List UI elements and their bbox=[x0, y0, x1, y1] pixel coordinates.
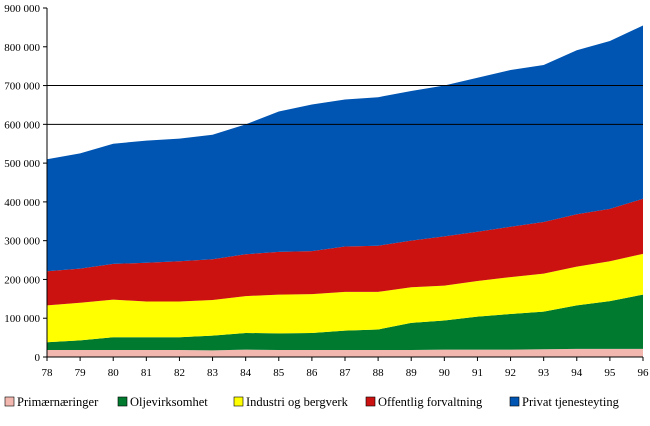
x-tick-label: 84 bbox=[240, 367, 252, 379]
x-tick-label: 93 bbox=[538, 367, 550, 379]
area-industri-og-bergverk bbox=[47, 253, 643, 343]
y-tick-label: 400 000 bbox=[4, 197, 40, 209]
legend: Primærnæringer Oljevirksomhet Industri og … bbox=[4, 395, 620, 409]
y-tick-label: 0 bbox=[35, 352, 41, 364]
legend-label: Industri og bergverk bbox=[246, 395, 349, 409]
x-tick-label: 87 bbox=[340, 367, 352, 379]
legend-label: Offentlig forvaltning bbox=[378, 395, 483, 409]
x-tick-label: 78 bbox=[42, 367, 54, 379]
area-offentlig-forvaltning bbox=[47, 198, 643, 306]
gridlines bbox=[47, 85, 643, 125]
y-tick-label: 700 000 bbox=[4, 81, 40, 93]
x-tick-label: 79 bbox=[75, 367, 87, 379]
y-tick-label: 800 000 bbox=[4, 42, 40, 54]
legend-swatch bbox=[117, 396, 128, 407]
area-oljevirksomhet bbox=[47, 294, 643, 351]
y-tick-label: 600 000 bbox=[4, 119, 40, 131]
legend-swatch bbox=[365, 396, 376, 407]
series-areas bbox=[47, 25, 643, 357]
y-axis-ticks: 0 100 000 200 000 300 000 400 000 500 000 600 … bbox=[4, 3, 47, 364]
legend-swatch bbox=[233, 396, 244, 407]
x-axis-ticks: 78 79 80 81 82 83 84 85 86 87 88 89 90 91 92 93 94 95 96 bbox=[42, 357, 650, 379]
x-tick-label: 86 bbox=[306, 367, 318, 379]
x-tick-label: 95 bbox=[604, 367, 616, 379]
x-tick-label: 96 bbox=[638, 367, 650, 379]
x-tick-label: 94 bbox=[571, 367, 583, 379]
legend-label: Primærnæringer bbox=[17, 395, 99, 409]
x-tick-label: 89 bbox=[406, 367, 418, 379]
x-tick-label: 83 bbox=[207, 367, 219, 379]
y-tick-label: 900 000 bbox=[4, 3, 40, 15]
y-tick-label: 500 000 bbox=[4, 158, 40, 170]
y-tick-label: 100 000 bbox=[4, 313, 40, 325]
legend-swatch bbox=[4, 396, 15, 407]
x-tick-label: 88 bbox=[373, 367, 385, 379]
x-tick-label: 80 bbox=[108, 367, 120, 379]
y-tick-label: 200 000 bbox=[4, 274, 40, 286]
x-tick-label: 81 bbox=[141, 367, 152, 379]
x-tick-label: 90 bbox=[439, 367, 451, 379]
x-tick-label: 82 bbox=[174, 367, 185, 379]
legend-swatch bbox=[509, 396, 520, 407]
legend-label: Oljevirksomhet bbox=[130, 395, 208, 409]
legend-label: Privat tjenesteyting bbox=[522, 395, 620, 409]
x-tick-label: 92 bbox=[505, 367, 516, 379]
y-tick-label: 300 000 bbox=[4, 236, 40, 248]
x-tick-label: 85 bbox=[273, 367, 285, 379]
x-tick-label: 91 bbox=[472, 367, 483, 379]
area-primærnæringer bbox=[47, 348, 643, 357]
area-privat-tjenesteyting bbox=[47, 25, 643, 272]
